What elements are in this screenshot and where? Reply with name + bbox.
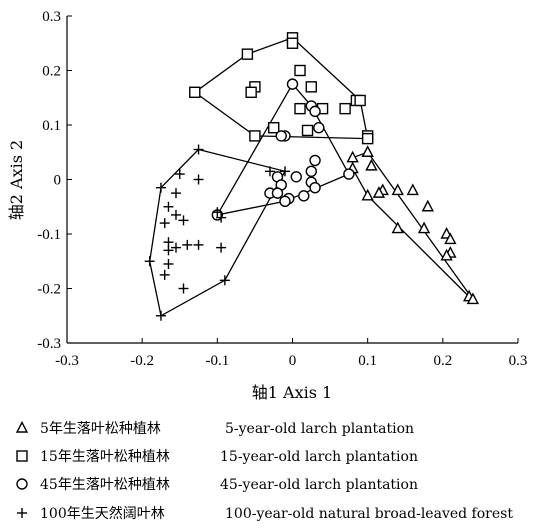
legend-square-marker <box>16 450 28 462</box>
triangle-point <box>417 221 431 234</box>
legend-label-zh: 5年生落叶松种植林 <box>40 421 161 437</box>
hull-square <box>193 37 369 140</box>
square-point <box>241 48 254 60</box>
x-tick-label: 0.2 <box>433 353 452 369</box>
hull-triangle <box>351 151 474 300</box>
plus-point <box>163 201 174 212</box>
triangle-point <box>372 186 386 198</box>
square-point <box>286 37 299 49</box>
hull-circle <box>216 82 350 216</box>
legend-circle-marker <box>16 478 28 490</box>
x-tick-label: -0.2 <box>130 353 154 369</box>
circle-point <box>343 168 355 180</box>
square-point <box>268 122 280 134</box>
circle-point <box>305 165 317 178</box>
plus-point <box>155 310 166 321</box>
square-point <box>189 86 201 99</box>
plus-point <box>212 207 223 218</box>
square-point <box>245 86 257 99</box>
plus-point <box>193 144 204 155</box>
y-axis-label: 轴2 Axis 2 <box>7 140 26 220</box>
triangle-point <box>391 221 404 234</box>
x-tick-label: 0.3 <box>509 353 528 369</box>
plus-point <box>219 275 230 286</box>
legend-triangle-marker <box>15 420 29 433</box>
circle-point <box>313 122 325 134</box>
x-tick-label: 0 <box>289 353 297 369</box>
x-tick-label: -0.3 <box>55 353 79 369</box>
y-tick-label: -0.2 <box>37 282 61 298</box>
axes-frame <box>66 15 519 344</box>
legend-label-en: 5-year-old larch plantation <box>225 421 414 437</box>
plus-point <box>178 283 189 294</box>
triangle-point <box>361 145 374 157</box>
tick-labels: -0.3 -0.2 -0.1 0 0.1 0.2 0.3 -0.3 -0.2 -0.1 0 0.1 0.… <box>37 9 527 369</box>
plus-point <box>216 242 227 253</box>
square-point <box>294 102 306 115</box>
y-tick-label: 0.2 <box>42 64 61 80</box>
square-point <box>354 94 366 107</box>
square-point <box>305 81 317 93</box>
hull-plus <box>149 148 286 317</box>
plus-point <box>170 209 181 220</box>
square-point <box>339 102 351 115</box>
triangle-point <box>365 158 378 171</box>
plus-point <box>170 188 181 199</box>
circle-point <box>279 195 291 208</box>
plus-point <box>216 212 227 223</box>
triangle-point <box>406 183 419 196</box>
triangle-point <box>361 188 374 201</box>
x-axis-label: 轴1 Axis 1 <box>252 383 332 402</box>
legend-label-en: 45-year-old larch plantation <box>220 477 418 493</box>
plus-point <box>279 166 290 177</box>
legend-label-zh: 15年生落叶松种植林 <box>40 449 170 465</box>
circle-point <box>290 171 302 183</box>
square-point <box>361 132 374 145</box>
legend: 5年生落叶松种植林 5-year-old larch plantation 15年生… <box>15 420 513 522</box>
legend-label-zh: 100年生天然阔叶林 <box>40 505 165 522</box>
plus-point <box>170 242 181 253</box>
triangle-point <box>466 292 480 305</box>
plus-point <box>159 218 170 229</box>
plus-point <box>159 269 170 280</box>
triangle-point <box>440 248 453 261</box>
legend-label-zh: 45年生落叶松种植林 <box>40 477 170 493</box>
square-point <box>294 64 306 77</box>
plus-point <box>174 169 185 180</box>
circle-point <box>271 187 284 199</box>
plus-point <box>182 239 193 250</box>
y-tick-label: 0 <box>54 173 62 189</box>
plus-point <box>193 174 204 185</box>
triangle-point <box>391 183 404 196</box>
circle-point <box>286 78 299 90</box>
y-tick-label: 0.1 <box>42 118 61 134</box>
plus-point <box>163 245 174 256</box>
legend-plus-marker <box>17 508 27 518</box>
legend-label-en: 15-year-old larch plantation <box>220 449 418 465</box>
plus-point <box>163 258 174 269</box>
triangle-point <box>444 232 457 245</box>
data-points <box>144 32 480 321</box>
plus-point <box>155 182 166 193</box>
circle-point <box>309 154 321 167</box>
x-tick-label: -0.1 <box>205 353 229 369</box>
circle-point <box>309 181 321 194</box>
circle-point <box>298 190 310 202</box>
circle-point <box>275 130 287 142</box>
plus-point <box>264 166 275 177</box>
plus-point <box>193 239 204 250</box>
y-tick-label: -0.3 <box>37 336 61 352</box>
plus-point <box>178 215 189 226</box>
square-point <box>249 130 261 142</box>
circle-point <box>309 105 321 118</box>
square-point <box>301 124 314 137</box>
y-tick-label: -0.1 <box>37 227 61 243</box>
x-tick-label: 0.1 <box>358 353 377 369</box>
plus-point <box>144 256 155 267</box>
y-tick-label: 0.3 <box>42 9 61 25</box>
triangle-point <box>421 199 434 212</box>
legend-label-en: 100-year-old natural broad-leaved forest <box>225 506 513 522</box>
